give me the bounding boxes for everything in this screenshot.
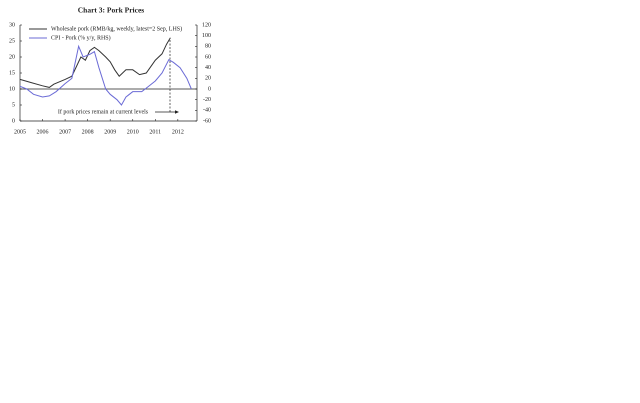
x-tick-label: 2006 <box>37 129 49 135</box>
arrow-head <box>175 110 179 114</box>
y2-tick-label: 60 <box>205 54 211 60</box>
y2-tick-label: 20 <box>205 76 211 82</box>
y-tick-label: 15 <box>9 70 15 76</box>
y-tick-label: 30 <box>9 22 15 28</box>
y2-tick-label: -40 <box>203 108 211 114</box>
x-tick-label: 2012 <box>172 129 184 135</box>
y2-tick-label: 100 <box>202 33 211 39</box>
chart-title: Chart 3: Pork Prices <box>78 6 145 15</box>
series-line <box>19 37 171 88</box>
x-tick-label: 2011 <box>149 129 161 135</box>
annotation-bg <box>50 107 155 117</box>
y2-tick-label: -60 <box>203 118 211 124</box>
y2-tick-label: 80 <box>205 44 211 50</box>
legend-label: Wholesale pork (RMB/kg, weekly, latest=2… <box>51 25 182 32</box>
x-tick-label: 2005 <box>14 129 26 135</box>
y-tick-label: 20 <box>9 54 15 60</box>
series-line <box>19 44 192 106</box>
legend-label: CPI - Pork (% y/y, RHS) <box>51 34 111 41</box>
y2-tick-label: -20 <box>203 97 211 103</box>
y-tick-label: 10 <box>9 86 15 92</box>
y2-tick-label: 40 <box>205 65 211 71</box>
x-tick-label: 2008 <box>82 129 94 135</box>
y2-tick-label: 0 <box>208 86 211 92</box>
x-tick-label: 2010 <box>127 129 139 135</box>
y2-tick-label: 120 <box>202 22 211 28</box>
y-tick-label: 25 <box>9 38 15 44</box>
y-tick-label: 5 <box>12 102 15 108</box>
x-tick-label: 2009 <box>104 129 116 135</box>
x-tick-label: 2007 <box>59 129 71 135</box>
y-tick-label: 0 <box>12 118 15 124</box>
annotation: If pork prices remain at current levels <box>58 108 149 115</box>
